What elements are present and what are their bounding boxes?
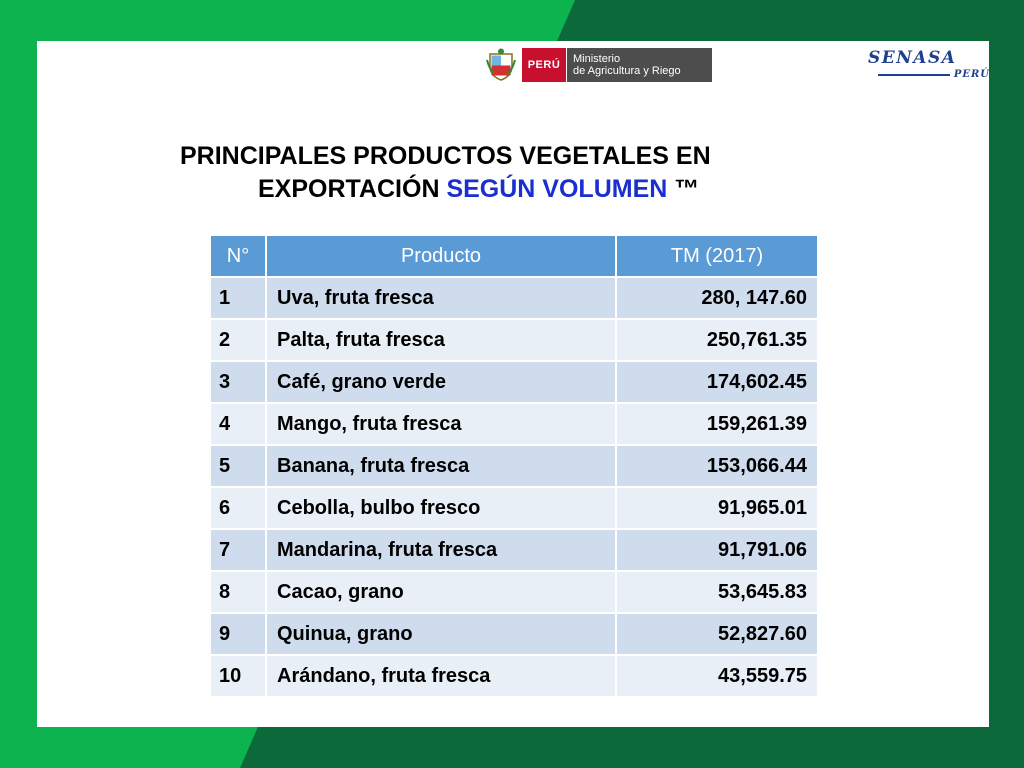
- ministry-line2: de Agricultura y Riego: [573, 65, 681, 77]
- cell-product: Mandarina, fruta fresca: [265, 528, 617, 572]
- cell-tm: 250,761.35: [615, 318, 819, 362]
- cell-number: 4: [209, 402, 267, 446]
- cell-product: Palta, fruta fresca: [265, 318, 617, 362]
- header-tm: TM (2017): [615, 234, 819, 278]
- table-row: 5 Banana, fruta fresca 153,066.44: [209, 444, 819, 488]
- cell-tm: 280, 147.60: [615, 276, 819, 320]
- header-number: N°: [209, 234, 267, 278]
- title-line2: EXPORTACIÓN SEGÚN VOLUMEN ™: [180, 173, 880, 206]
- table-row: 9 Quinua, grano 52,827.60: [209, 612, 819, 656]
- cell-tm: 153,066.44: [615, 444, 819, 488]
- cell-number: 7: [209, 528, 267, 572]
- ministry-name: Ministerio de Agricultura y Riego: [566, 48, 712, 82]
- ministry-line1: Ministerio: [573, 53, 621, 65]
- table-row: 7 Mandarina, fruta fresca 91,791.06: [209, 528, 819, 572]
- title-line2-black: EXPORTACIÓN: [258, 175, 447, 203]
- cell-tm: 91,791.06: [615, 528, 819, 572]
- senasa-peru-label: PERÚ: [953, 69, 990, 80]
- cell-tm: 43,559.75: [615, 654, 819, 698]
- cell-tm: 174,602.45: [615, 360, 819, 404]
- table-header-row: N° Producto TM (2017): [209, 234, 819, 278]
- cell-product: Cebolla, bulbo fresco: [265, 486, 617, 530]
- cell-number: 5: [209, 444, 267, 488]
- table-row: 10 Arándano, fruta fresca 43,559.75: [209, 654, 819, 698]
- cell-number: 8: [209, 570, 267, 614]
- cell-number: 9: [209, 612, 267, 656]
- cell-tm: 91,965.01: [615, 486, 819, 530]
- cell-tm: 52,827.60: [615, 612, 819, 656]
- table-row: 8 Cacao, grano 53,645.83: [209, 570, 819, 614]
- table-row: 6 Cebolla, bulbo fresco 91,965.01: [209, 486, 819, 530]
- cell-product: Quinua, grano: [265, 612, 617, 656]
- cell-number: 10: [209, 654, 267, 698]
- senasa-divider: [877, 73, 950, 76]
- title-line2-blue: SEGÚN VOLUMEN: [446, 175, 668, 203]
- peru-label: PERÚ: [522, 48, 566, 82]
- senasa-name: SENASA: [868, 48, 957, 68]
- cell-tm: 159,261.39: [615, 402, 819, 446]
- table-row: 1 Uva, fruta fresca 280, 147.60: [209, 276, 819, 320]
- cell-number: 1: [209, 276, 267, 320]
- table-row: 2 Palta, fruta fresca 250,761.35: [209, 318, 819, 362]
- table-row: 3 Café, grano verde 174,602.45: [209, 360, 819, 404]
- title-line1: PRINCIPALES PRODUCTOS VEGETALES EN: [180, 142, 711, 170]
- cell-product: Arándano, fruta fresca: [265, 654, 617, 698]
- cell-tm: 53,645.83: [615, 570, 819, 614]
- header-product: Producto: [265, 234, 617, 278]
- senasa-subline: PERÚ: [868, 69, 990, 80]
- export-table: N° Producto TM (2017) 1 Uva, fruta fresc…: [209, 234, 819, 698]
- cell-number: 6: [209, 486, 267, 530]
- senasa-logo: SENASA PERÚ: [868, 48, 990, 84]
- page-title: PRINCIPALES PRODUCTOS VEGETALES EN EXPOR…: [180, 140, 880, 206]
- title-line2-suffix: ™: [667, 175, 700, 203]
- cell-product: Café, grano verde: [265, 360, 617, 404]
- cell-number: 2: [209, 318, 267, 362]
- cell-product: Mango, fruta fresca: [265, 402, 617, 446]
- cell-number: 3: [209, 360, 267, 404]
- coat-of-arms-icon: [486, 48, 516, 81]
- cell-product: Banana, fruta fresca: [265, 444, 617, 488]
- table-row: 4 Mango, fruta fresca 159,261.39: [209, 402, 819, 446]
- cell-product: Uva, fruta fresca: [265, 276, 617, 320]
- cell-product: Cacao, grano: [265, 570, 617, 614]
- ministry-logo: PERÚ Ministerio de Agricultura y Riego: [486, 48, 712, 82]
